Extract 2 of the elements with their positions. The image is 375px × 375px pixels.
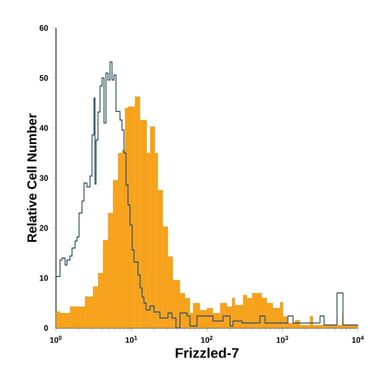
y-axis-title: Relative Cell Number [27,113,37,242]
x-axis-title: Frizzled-7 [176,348,239,358]
